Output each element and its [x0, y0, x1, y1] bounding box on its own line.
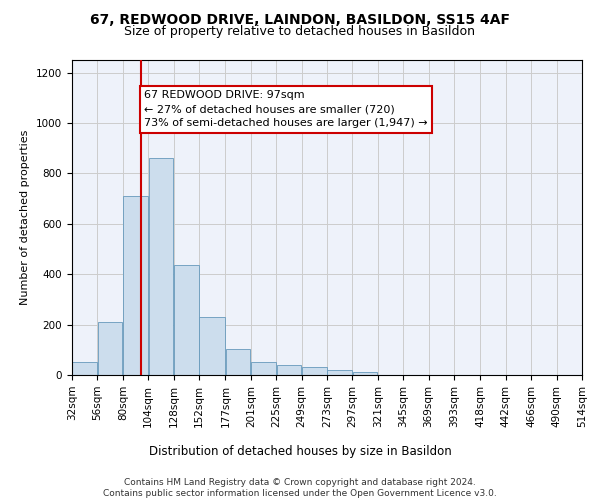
- Bar: [149, 158, 173, 375]
- Text: 67, REDWOOD DRIVE, LAINDON, BASILDON, SS15 4AF: 67, REDWOOD DRIVE, LAINDON, BASILDON, SS…: [90, 12, 510, 26]
- Text: Size of property relative to detached houses in Basildon: Size of property relative to detached ho…: [125, 25, 476, 38]
- Bar: [123, 196, 148, 375]
- Bar: [199, 317, 225, 375]
- Bar: [174, 266, 199, 375]
- Bar: [277, 365, 301, 375]
- Bar: [73, 362, 97, 375]
- Text: 67 REDWOOD DRIVE: 97sqm
← 27% of detached houses are smaller (720)
73% of semi-d: 67 REDWOOD DRIVE: 97sqm ← 27% of detache…: [144, 90, 428, 128]
- Y-axis label: Number of detached properties: Number of detached properties: [20, 130, 31, 305]
- Bar: [328, 370, 352, 375]
- Bar: [251, 362, 276, 375]
- Bar: [98, 322, 122, 375]
- Bar: [226, 348, 250, 375]
- Text: Distribution of detached houses by size in Basildon: Distribution of detached houses by size …: [149, 444, 451, 458]
- Text: Contains HM Land Registry data © Crown copyright and database right 2024.
Contai: Contains HM Land Registry data © Crown c…: [103, 478, 497, 498]
- Bar: [353, 372, 377, 375]
- Bar: [302, 368, 326, 375]
